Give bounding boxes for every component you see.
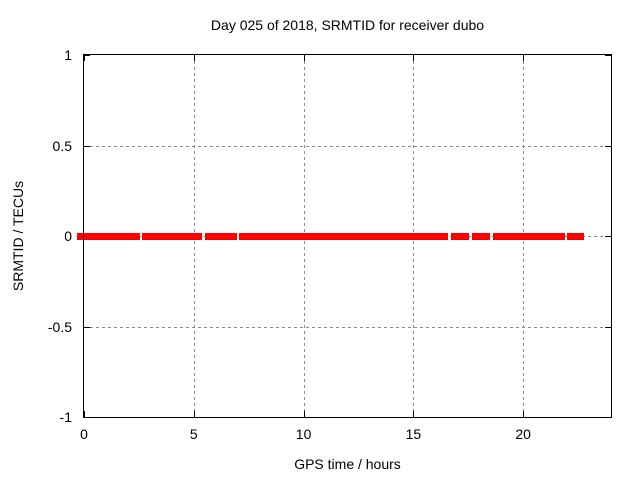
x-tick-bottom xyxy=(304,411,305,417)
x-tick-bottom xyxy=(413,411,414,417)
x-tick-label: 20 xyxy=(515,426,531,442)
x-tick-top xyxy=(523,55,524,61)
series-line-segment xyxy=(142,233,202,240)
series-line-segment xyxy=(451,233,469,240)
y-tick-right xyxy=(605,327,611,328)
x-tick-top xyxy=(413,55,414,61)
y-tick-left xyxy=(84,417,90,418)
y-tick-right xyxy=(605,55,611,56)
series-line-segment xyxy=(472,233,490,240)
y-tick-label: -1 xyxy=(59,409,72,425)
series-line-segment xyxy=(77,233,140,240)
y-tick-left xyxy=(84,327,90,328)
x-tick-bottom xyxy=(523,411,524,417)
series-line-segment xyxy=(239,233,448,240)
y-tick-right xyxy=(605,146,611,147)
x-tick-top xyxy=(194,55,195,61)
x-tick-top xyxy=(304,55,305,61)
x-tick-label: 15 xyxy=(405,426,422,442)
chart-title: Day 025 of 2018, SRMTID for receiver dub… xyxy=(210,17,485,33)
series-line-segment xyxy=(205,233,237,240)
x-axis-title: GPS time / hours xyxy=(294,456,401,472)
y-tick-label: 0 xyxy=(64,228,72,244)
x-tick-bottom xyxy=(84,411,85,417)
y-tick-right xyxy=(605,236,611,237)
series-line-segment xyxy=(567,233,584,240)
y-tick-right xyxy=(605,417,611,418)
y-tick-left xyxy=(84,146,90,147)
series-line-segment xyxy=(493,233,565,240)
y-tick-label: 0.5 xyxy=(52,137,72,154)
y-tick-label: 1 xyxy=(64,47,72,63)
y-tick-left xyxy=(84,55,90,56)
x-tick-label: 5 xyxy=(189,426,198,442)
x-tick-top xyxy=(84,55,85,61)
x-tick-label: 0 xyxy=(80,426,88,442)
y-gridline xyxy=(84,327,611,328)
y-gridline xyxy=(84,146,611,147)
x-tick-label: 10 xyxy=(295,426,312,442)
x-tick-bottom xyxy=(194,411,195,417)
y-tick-label: -0.5 xyxy=(47,318,72,335)
plot-area xyxy=(77,54,612,418)
